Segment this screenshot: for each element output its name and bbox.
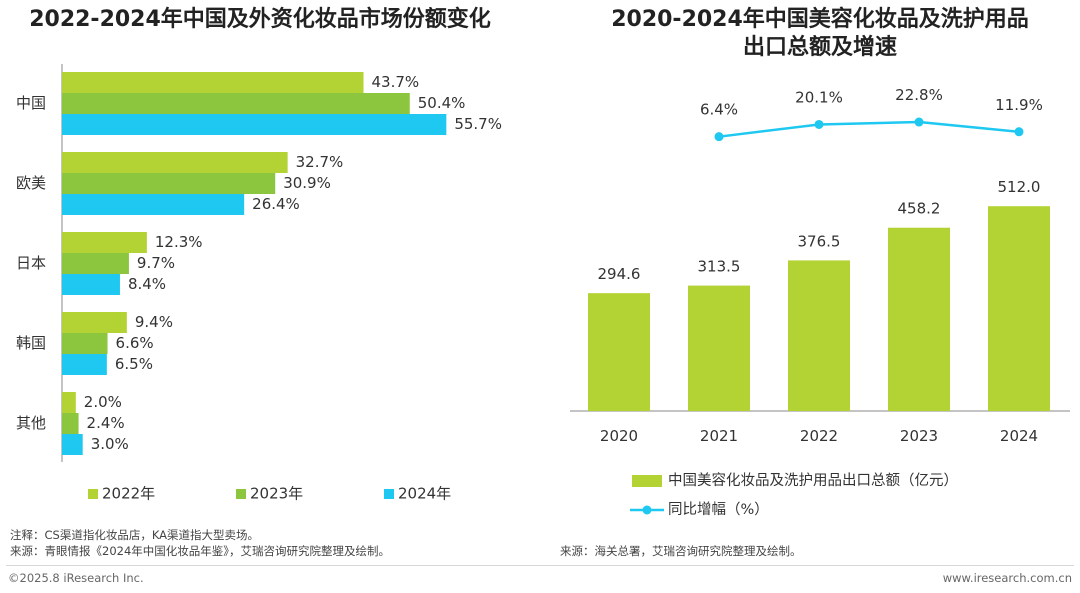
right-chart-source: 来源：海关总署，艾瑞咨询研究院整理及绘制。 bbox=[560, 544, 802, 558]
right-bar-value-label: 458.2 bbox=[898, 200, 941, 218]
left-bar-value-label: 8.4% bbox=[128, 275, 166, 293]
right-chart-title-line1: 2020-2024年中国美容化妆品及洗护用品 bbox=[611, 7, 1029, 32]
right-growth-value-label: 6.4% bbox=[700, 101, 738, 119]
right-growth-value-label: 11.9% bbox=[995, 96, 1043, 114]
right-growth-point bbox=[914, 117, 924, 127]
left-category-label: 日本 bbox=[16, 254, 46, 272]
right-legend-bar-item: 中国美容化妆品及洗护用品出口总额（亿元） bbox=[632, 472, 958, 489]
footer-divider bbox=[6, 565, 1074, 566]
left-bar-value-label: 6.6% bbox=[116, 334, 154, 352]
footer-copyright: ©2025.8 iResearch Inc. bbox=[8, 571, 144, 585]
left-bar bbox=[62, 434, 83, 455]
left-chart-source: 来源：青眼情报《2024年中国化妆品年鉴》，艾瑞咨询研究院整理及绘制。 bbox=[10, 544, 391, 558]
left-bar-value-label: 30.9% bbox=[283, 174, 331, 192]
right-legend-line-item: 同比增幅（%） bbox=[630, 501, 769, 518]
right-bar bbox=[888, 227, 950, 411]
left-bar bbox=[62, 274, 120, 295]
left-legend-item: 2024年 bbox=[384, 485, 451, 503]
right-growth-point bbox=[714, 132, 724, 142]
right-chart-title: 2020-2024年中国美容化妆品及洗护用品 出口总额及增速 bbox=[560, 6, 1080, 62]
left-bar bbox=[62, 253, 129, 274]
left-category-label: 中国 bbox=[16, 94, 46, 112]
right-bar bbox=[788, 260, 850, 411]
right-x-tick-label: 2022 bbox=[800, 427, 838, 445]
right-x-tick-label: 2021 bbox=[700, 427, 738, 445]
left-bar-value-label: 43.7% bbox=[372, 73, 420, 91]
left-bar bbox=[62, 152, 288, 173]
right-growth-point bbox=[1014, 127, 1024, 137]
right-bar bbox=[688, 285, 750, 411]
left-bar bbox=[62, 413, 79, 434]
right-growth-line bbox=[718, 120, 1020, 138]
left-legend-swatch bbox=[88, 489, 98, 499]
left-bar-value-label: 12.3% bbox=[155, 233, 203, 251]
left-legend-label: 2022年 bbox=[102, 485, 155, 503]
left-bar-value-label: 50.4% bbox=[418, 94, 466, 112]
left-legend-swatch bbox=[236, 489, 246, 499]
right-legend-bar-label: 中国美容化妆品及洗护用品出口总额（亿元） bbox=[668, 472, 958, 489]
left-bar-value-label: 2.4% bbox=[87, 414, 125, 432]
left-bar bbox=[62, 173, 276, 194]
left-bar bbox=[62, 93, 410, 114]
left-bar bbox=[62, 114, 447, 135]
left-category-label: 韩国 bbox=[16, 334, 46, 352]
left-legend-label: 2023年 bbox=[250, 485, 303, 503]
right-legend-bar-swatch bbox=[632, 475, 662, 487]
left-chart-title: 2022-2024年中国及外资化妆品市场份额变化 bbox=[29, 7, 491, 32]
right-legend-line-marker bbox=[642, 505, 652, 515]
right-combo-chart: 294.6 2020 313.5 2021 376.5 2022 458.2 2023 512.… bbox=[570, 86, 1070, 518]
left-bar bbox=[62, 333, 108, 354]
footer-website: www.iresearch.com.cn bbox=[942, 571, 1072, 585]
right-chart-title-line2: 出口总额及增速 bbox=[742, 35, 897, 60]
left-bar-chart: 中国 43.7% 50.4% 55.7% 欧美 32.7% 30.9% 26.4% 日本 12.3… bbox=[16, 64, 502, 503]
right-growth-value-label: 20.1% bbox=[795, 88, 843, 106]
left-legend-item: 2023年 bbox=[236, 485, 303, 503]
left-bar-value-label: 32.7% bbox=[296, 153, 344, 171]
left-bar-value-label: 9.7% bbox=[137, 254, 175, 272]
left-bar-value-label: 3.0% bbox=[91, 435, 129, 453]
right-x-tick-label: 2023 bbox=[900, 427, 938, 445]
left-bar-value-label: 6.5% bbox=[115, 355, 153, 373]
right-bar-value-label: 376.5 bbox=[798, 232, 841, 250]
left-bar bbox=[62, 312, 127, 333]
left-bar bbox=[62, 232, 147, 253]
right-x-tick-label: 2020 bbox=[600, 427, 638, 445]
left-bar bbox=[62, 72, 364, 93]
left-legend-label: 2024年 bbox=[398, 485, 451, 503]
right-bar bbox=[988, 206, 1050, 411]
left-bar-value-label: 55.7% bbox=[454, 115, 502, 133]
right-legend-line-label: 同比增幅（%） bbox=[668, 501, 769, 518]
left-bar-value-label: 9.4% bbox=[135, 313, 173, 331]
left-category-label: 其他 bbox=[16, 414, 46, 432]
left-legend-swatch bbox=[384, 489, 394, 499]
right-bar-value-label: 512.0 bbox=[998, 178, 1041, 196]
right-bar-value-label: 313.5 bbox=[698, 258, 741, 276]
left-chart-note: 注释：CS渠道指化妆品店，KA渠道指大型卖场。 bbox=[10, 528, 260, 542]
left-legend-item: 2022年 bbox=[88, 485, 155, 503]
right-bar bbox=[588, 293, 650, 411]
left-category-label: 欧美 bbox=[16, 174, 46, 192]
right-growth-value-label: 22.8% bbox=[895, 86, 943, 104]
right-bar-value-label: 294.6 bbox=[598, 265, 641, 283]
left-bar bbox=[62, 354, 107, 375]
right-x-tick-label: 2024 bbox=[1000, 427, 1038, 445]
left-bar-value-label: 26.4% bbox=[252, 195, 300, 213]
left-bar bbox=[62, 392, 76, 413]
right-growth-point bbox=[814, 119, 824, 129]
left-bar-value-label: 2.0% bbox=[84, 393, 122, 411]
left-bar bbox=[62, 194, 245, 215]
